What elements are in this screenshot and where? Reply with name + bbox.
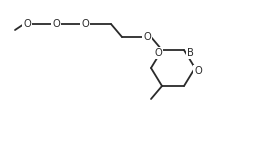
Text: B: B bbox=[186, 48, 193, 58]
Text: O: O bbox=[23, 19, 31, 29]
Text: O: O bbox=[143, 32, 151, 42]
Text: O: O bbox=[81, 19, 89, 29]
Text: O: O bbox=[194, 66, 202, 76]
Text: O: O bbox=[154, 48, 162, 58]
Text: O: O bbox=[52, 19, 60, 29]
